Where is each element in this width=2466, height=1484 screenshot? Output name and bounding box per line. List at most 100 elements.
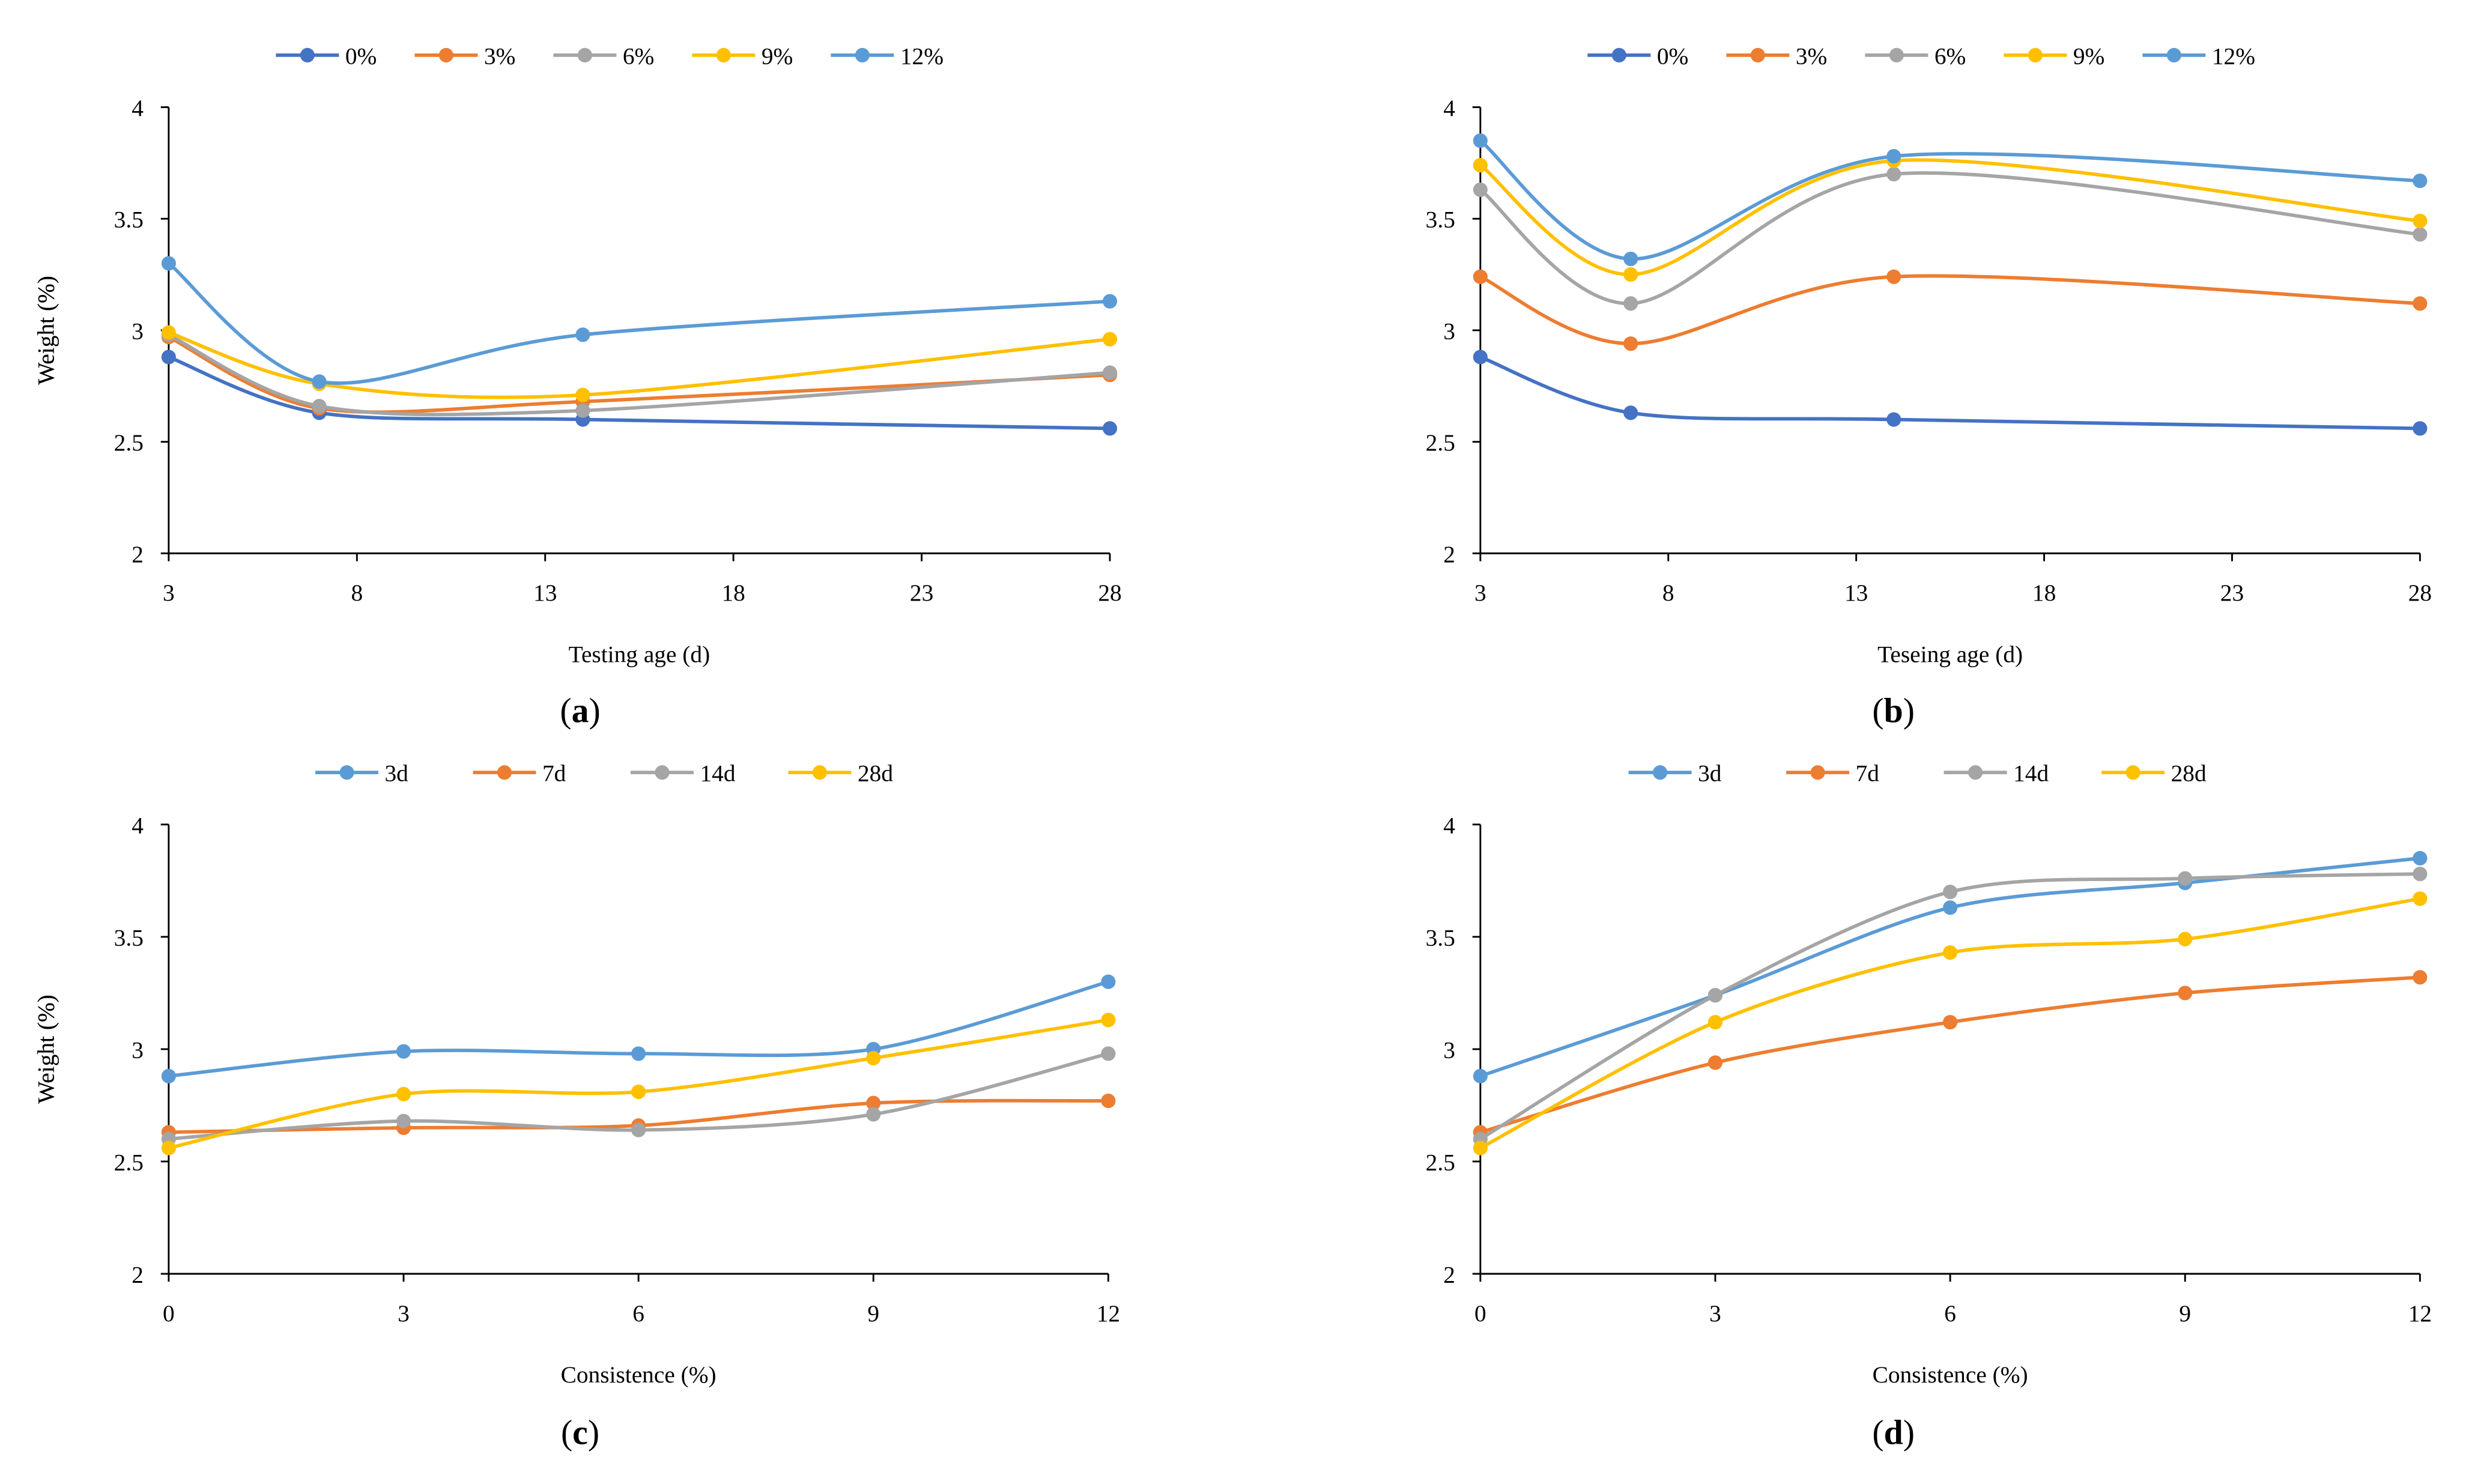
y-tick-label: 3.5 — [114, 924, 144, 951]
data-point-28d-12 — [2413, 891, 2428, 906]
legend-label-12%: 12% — [900, 43, 944, 69]
x-tick-label: 18 — [721, 580, 745, 606]
series-line-12% — [1478, 139, 2422, 261]
data-point-3d-12 — [2413, 850, 2428, 866]
data-point-3d-6 — [1943, 900, 1958, 915]
data-point-7d-6 — [1943, 1014, 1958, 1030]
panel-label-close: ) — [589, 692, 600, 730]
data-point-3%-3 — [1473, 269, 1488, 284]
data-point-7d-9 — [2178, 986, 2193, 1001]
data-point-0%-14 — [1886, 412, 1901, 427]
x-tick-label: 13 — [1844, 580, 1868, 606]
legend-label-6%: 6% — [623, 43, 654, 69]
series-line-9% — [166, 330, 1112, 399]
data-point-0%-7 — [1623, 405, 1638, 420]
data-point-7d-12 — [1101, 1093, 1116, 1109]
x-tick-label: 13 — [533, 580, 557, 606]
legend-marker-7d — [1810, 765, 1825, 780]
y-axis-title: Weight (%) — [32, 995, 59, 1104]
data-point-12%-14 — [575, 327, 590, 342]
x-tick-label: 12 — [1097, 1300, 1120, 1327]
data-point-12%-28 — [2413, 173, 2428, 189]
data-point-9%-28 — [1102, 332, 1118, 347]
x-tick-label: 3 — [163, 580, 175, 606]
legend-marker-9% — [716, 47, 731, 62]
legend-label-28d: 28d — [2171, 760, 2207, 787]
series-line-12% — [166, 261, 1112, 385]
x-axis-title: Teseing age (d) — [1877, 641, 2023, 668]
x-tick-label: 9 — [867, 1300, 879, 1327]
data-point-0%-28 — [2413, 421, 2428, 436]
legend-marker-3d — [339, 765, 354, 780]
legend-label-7d: 7d — [1856, 760, 1880, 787]
y-tick-label: 2.5 — [1426, 1149, 1455, 1175]
data-point-12%-7 — [1623, 252, 1638, 267]
y-axis-title: Weight (%) — [32, 276, 59, 385]
data-point-14d-6 — [1943, 885, 1958, 900]
data-point-14d-9 — [866, 1107, 881, 1122]
series-line-3d — [166, 980, 1110, 1078]
legend-marker-14d — [655, 765, 670, 780]
x-axis-title: Consistence (%) — [1873, 1361, 2028, 1388]
data-point-14d-3 — [396, 1113, 411, 1128]
y-tick-label: 2 — [132, 1261, 144, 1288]
data-point-3d-6 — [631, 1046, 646, 1061]
legend-marker-0% — [300, 47, 315, 62]
legend: 0% 3% 6% 9% 12% — [276, 43, 944, 69]
legend: 3d 7d 14d 28d — [1628, 760, 2207, 787]
legend-label-9%: 9% — [2073, 43, 2104, 69]
series-line-0% — [1478, 355, 2422, 431]
panel-label-open: ( — [561, 1414, 572, 1452]
panel-label: (b) — [1872, 692, 1915, 730]
x-tick-label: 0 — [1474, 1300, 1486, 1327]
panel-label-open: ( — [1872, 1414, 1883, 1452]
legend-label-6%: 6% — [1934, 43, 1966, 69]
y-tick-label: 2 — [1443, 541, 1455, 568]
y-tick-label: 2 — [1443, 1261, 1455, 1288]
panel-label-letter: a — [572, 692, 589, 730]
x-tick-label: 23 — [2220, 580, 2244, 606]
x-axis-title: Testing age (d) — [569, 641, 710, 668]
chart-panel-a: 2 2.5 3 3.5 4 3 8 13 18 23 28 Testing age (d) Weight… — [32, 43, 1121, 730]
legend: 3d 7d 14d 28d — [315, 760, 893, 787]
data-point-6%-7 — [1623, 296, 1638, 311]
data-point-7d-3 — [1707, 1055, 1723, 1070]
legend-marker-12% — [855, 47, 870, 62]
legend-label-3d: 3d — [385, 760, 409, 787]
y-tick-label: 2.5 — [1426, 429, 1455, 456]
data-point-14d-12 — [2413, 867, 2428, 882]
legend-label-0%: 0% — [345, 43, 377, 69]
panel-label-close: ) — [1903, 692, 1915, 730]
panel-label-letter: b — [1884, 692, 1903, 730]
data-point-0%-3 — [161, 350, 176, 365]
data-point-14d-9 — [2178, 871, 2193, 886]
data-point-3%-14 — [1886, 269, 1901, 284]
x-tick-label: 9 — [2179, 1300, 2191, 1327]
data-point-28d-9 — [866, 1050, 881, 1065]
series-line-7d — [1478, 975, 2422, 1134]
panel-label: (c) — [561, 1414, 599, 1452]
x-tick-label: 28 — [1098, 580, 1121, 606]
data-point-0%-28 — [1102, 421, 1118, 436]
y-tick-label: 2 — [132, 541, 144, 568]
x-tick-label: 3 — [1709, 1300, 1721, 1327]
legend-marker-3% — [1750, 47, 1765, 62]
data-point-7d-12 — [2413, 970, 2428, 985]
data-point-6%-14 — [1886, 166, 1901, 182]
y-tick-label: 3 — [1443, 1037, 1455, 1063]
legend-marker-3d — [1653, 765, 1668, 780]
y-tick-label: 4 — [132, 95, 144, 121]
legend-marker-6% — [577, 47, 592, 62]
data-point-12%-28 — [1102, 294, 1118, 309]
legend-label-14d: 14d — [700, 760, 736, 787]
data-point-9%-28 — [2413, 213, 2428, 229]
x-tick-label: 8 — [1662, 580, 1674, 606]
series-line-9% — [1478, 158, 2422, 276]
data-point-3d-0 — [161, 1068, 176, 1083]
panel-label-close: ) — [1903, 1414, 1915, 1452]
panel-label-open: ( — [1872, 692, 1883, 730]
x-tick-label: 6 — [1944, 1300, 1956, 1327]
data-point-3%-28 — [2413, 296, 2428, 311]
